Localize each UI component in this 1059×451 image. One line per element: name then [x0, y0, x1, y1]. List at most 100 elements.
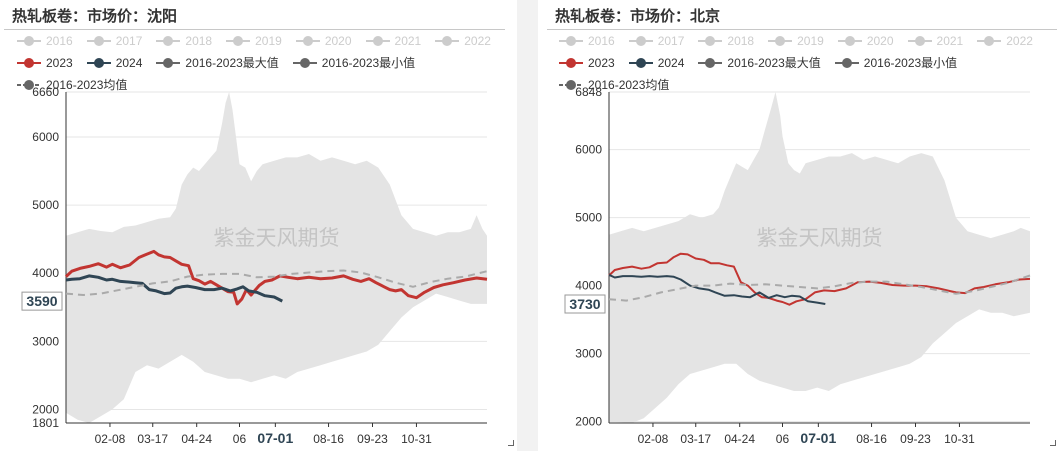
y-tick-label: 6000 — [32, 130, 59, 144]
legend-symbol — [698, 58, 723, 68]
x-tick-label: 07-01 — [800, 430, 836, 446]
resize-handle[interactable] — [1050, 440, 1056, 446]
legend-symbol — [295, 36, 320, 46]
legend-symbol — [86, 58, 111, 68]
resize-handle[interactable] — [508, 440, 514, 446]
legend-row-3: 2016-2023均值 — [559, 77, 1039, 93]
x-tick-label: 09-23 — [357, 432, 388, 446]
legend-symbol — [156, 58, 181, 68]
watermark: 紫金天风期货 — [214, 227, 340, 250]
legend-symbol — [559, 58, 583, 68]
legend-label: 2022 — [1006, 34, 1033, 48]
y-tick-label: 4000 — [32, 266, 59, 280]
x-tick-label: 04-24 — [181, 432, 212, 446]
x-tick-label: 02-08 — [638, 432, 669, 446]
series-line-2024 — [608, 273, 826, 305]
x-tick-label: 06 — [776, 432, 790, 446]
x-tick-label: 10-31 — [401, 432, 432, 446]
legend-symbol — [837, 36, 862, 46]
legend-symbol — [628, 36, 653, 46]
x-tick-label: 04-24 — [724, 432, 755, 446]
legend-symbol — [559, 80, 583, 90]
legend-label: 2016-2023最小值 — [863, 56, 958, 70]
x-tick-label: 08-16 — [856, 432, 887, 446]
legend-symbol — [907, 36, 932, 46]
legend-label: 2016-2023最小值 — [321, 56, 416, 70]
y-tick-label: 1801 — [32, 416, 59, 430]
y-tick-label: 2000 — [32, 402, 59, 416]
legend-label: 2016-2023最大值 — [727, 56, 821, 70]
y-tick-label: 6000 — [575, 143, 602, 157]
legend-label: 2018 — [185, 34, 213, 48]
legend-row-1: 2016 2017 2018 2019 2020 2021 2022 — [559, 33, 1039, 49]
title-divider — [4, 29, 505, 30]
panel-gutter — [517, 0, 538, 451]
x-tick-label: 08-16 — [313, 432, 344, 446]
y-tick-label: 2000 — [575, 415, 602, 429]
legend-symbol — [226, 36, 251, 46]
chart-panel-beijing: 热轧板卷：市场价：北京 2016 2017 2018 2019 2020 2021 2022… — [538, 0, 1059, 451]
legend-label: 2018 — [727, 34, 755, 48]
legend-symbol — [628, 58, 653, 68]
x-tick-label: 06 — [233, 432, 247, 446]
legend-label: 2016-2023最大值 — [185, 56, 279, 70]
legend-label: 2017 — [115, 34, 143, 48]
series-line-2023 — [608, 252, 1031, 306]
legend-label: 2016 — [46, 34, 73, 48]
legend-label: 2016-2023均值 — [46, 78, 128, 92]
y-tick-label: 5000 — [32, 198, 59, 212]
plot-area: 2000 3000 4000 5000 6000 6848 紫金天风期货 02-08 03-17… — [564, 85, 1031, 446]
legend-symbol — [365, 36, 390, 46]
legend-symbol — [156, 36, 181, 46]
current-value-box — [21, 291, 63, 311]
legend-row-2: 2023 2024 2016-2023最大值 2016-2023最小值 — [559, 55, 1039, 71]
legend-label: 2023 — [46, 56, 73, 70]
chart-title: 热轧板卷：市场价：北京 — [555, 8, 721, 25]
y-tick-label: 4000 — [575, 279, 602, 293]
x-tick-label: 10-31 — [944, 432, 975, 446]
legend-symbol — [768, 36, 793, 46]
legend-label: 2021 — [394, 34, 422, 48]
legend-symbol — [559, 36, 583, 46]
legend-row-3: 2016-2023均值 — [17, 77, 497, 93]
legend-label: 2019 — [797, 34, 824, 48]
current-value-label: 3730 — [569, 296, 600, 312]
chart-title: 热轧板卷：市场价：沈阳 — [12, 8, 178, 25]
legend-row-1: 2016 2017 2018 2019 2020 2021 2022 — [17, 33, 497, 49]
current-value-marker: 3730 — [564, 294, 606, 314]
series-line-2016-2023均值 — [608, 274, 1031, 302]
legend-label: 2020 — [324, 34, 352, 48]
legend-label: 2023 — [588, 56, 615, 70]
current-value-marker: 3590 — [21, 291, 63, 311]
legend-symbol — [435, 36, 460, 46]
legend-label: 2017 — [657, 34, 685, 48]
x-tick-label: 07-01 — [257, 430, 293, 446]
legend-symbol — [698, 36, 723, 46]
legend-label: 2022 — [464, 34, 491, 48]
current-value-box — [564, 294, 606, 314]
min-max-band — [66, 92, 487, 423]
series-line-2024 — [65, 274, 283, 303]
x-tick-label: 03-17 — [680, 432, 711, 446]
legend-symbol — [977, 36, 1002, 46]
legend-label: 2020 — [866, 34, 894, 48]
y-tick-label: 3000 — [575, 347, 602, 361]
legend-symbol — [17, 80, 41, 90]
legend-symbol — [292, 58, 317, 68]
x-tick-label: 02-08 — [95, 432, 126, 446]
y-tick-label: 6848 — [575, 85, 602, 99]
current-value-label: 3590 — [26, 293, 57, 309]
legend-symbol — [17, 36, 41, 46]
chart-panel-shenyang: 热轧板卷：市场价：沈阳 2016 2017 2018 2019 2020 2021 2022… — [0, 0, 517, 451]
x-tick-label: 09-23 — [900, 432, 931, 446]
legend-symbol — [834, 58, 859, 68]
y-tick-label: 3000 — [32, 334, 59, 348]
title-divider — [547, 29, 1057, 30]
legend-label: 2024 — [115, 56, 143, 70]
legend-label: 2019 — [255, 34, 282, 48]
series-line-2016-2023均值 — [65, 269, 488, 296]
legend-symbol — [86, 36, 111, 46]
legend-label: 2024 — [657, 56, 685, 70]
y-tick-label: 5000 — [575, 211, 602, 225]
